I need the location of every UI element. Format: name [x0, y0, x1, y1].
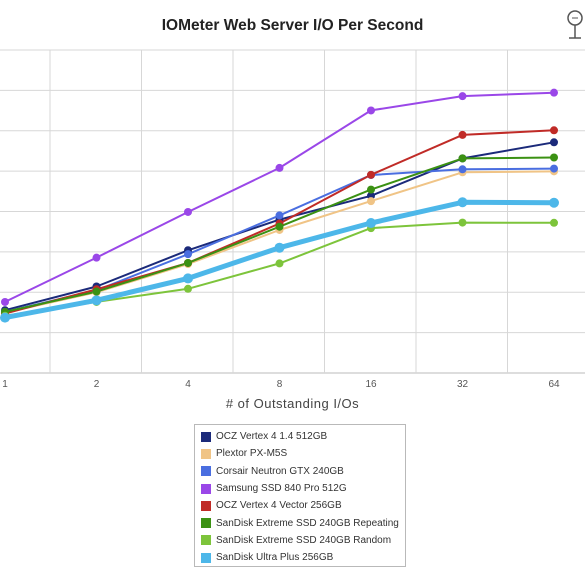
data-point — [92, 287, 101, 296]
legend-swatch — [201, 518, 211, 529]
legend-label: SanDisk Extreme SSD 240GB Random — [216, 534, 392, 546]
legend-swatch — [201, 500, 211, 511]
legend-item: SanDisk Extreme SSD 240GB Random — [201, 532, 405, 549]
plot-area: 1 2 4 8 16 32 64 — [0, 49, 585, 390]
data-point — [458, 92, 467, 101]
legend-label: SanDisk Extreme SSD 240GB Repeating — [216, 517, 399, 529]
legend-item: SanDisk Ultra Plus 256GB — [201, 549, 405, 566]
legend-label: Samsung SSD 840 Pro 512G — [216, 483, 347, 495]
data-point — [458, 218, 467, 227]
grid — [0, 49, 585, 374]
data-point — [550, 218, 558, 227]
data-point — [457, 197, 468, 208]
data-point — [274, 242, 285, 253]
series-line — [4, 167, 555, 313]
x-tick-label: 64 — [548, 379, 560, 390]
legend-label: OCZ Vertex 4 Vector 256GB — [216, 500, 342, 512]
data-point — [458, 154, 467, 163]
legend-item: Samsung SSD 840 Pro 512G — [201, 480, 405, 497]
data-point — [367, 185, 375, 194]
legend-item: Plextor PX-M5S — [201, 445, 405, 462]
legend: OCZ Vertex 4 1.4 512GB Plextor PX-M5S Cors… — [194, 424, 406, 567]
series-lines — [4, 91, 555, 321]
x-tick-label: 4 — [185, 379, 191, 390]
data-point — [366, 218, 376, 229]
legend-label: Plextor PX-M5S — [216, 448, 288, 460]
legend-label: SanDisk Ultra Plus 256GB — [216, 552, 334, 564]
data-point — [549, 197, 559, 208]
series-line — [4, 91, 555, 303]
chart-title: IOMeter Web Server I/O Per Second — [161, 17, 424, 34]
legend-label: OCZ Vertex 4 1.4 512GB — [216, 431, 328, 443]
x-tick-label: 16 — [365, 379, 377, 390]
data-point — [458, 165, 467, 174]
data-point — [184, 284, 192, 293]
data-point — [550, 138, 558, 147]
x-tick-label: 1 — [2, 379, 8, 390]
legend-item: OCZ Vertex 4 1.4 512GB — [201, 428, 405, 445]
data-point — [550, 88, 558, 97]
legend-swatch — [201, 483, 211, 494]
legend-item: SanDisk Extreme SSD 240GB Repeating — [201, 514, 405, 531]
legend-label: Corsair Neutron GTX 240GB — [216, 465, 344, 477]
data-point — [0, 312, 10, 323]
x-tick-label: 32 — [457, 379, 469, 390]
x-tick-label: 2 — [94, 379, 100, 390]
x-tick-labels: 1 2 4 8 16 32 64 — [2, 379, 560, 390]
data-point — [91, 295, 102, 306]
data-point — [367, 170, 375, 179]
data-point — [275, 163, 284, 172]
x-tick-label: 8 — [277, 379, 283, 390]
data-point — [183, 273, 193, 284]
data-point — [184, 258, 192, 267]
benchmark-logo-icon — [567, 10, 583, 39]
data-point — [550, 126, 558, 135]
data-point — [275, 259, 284, 268]
series-points — [0, 88, 559, 323]
data-point — [275, 222, 284, 231]
legend-swatch — [201, 535, 211, 546]
data-point — [550, 153, 558, 162]
data-point — [367, 197, 375, 206]
legend-swatch — [201, 552, 211, 563]
legend-item: Corsair Neutron GTX 240GB — [201, 463, 405, 480]
legend-swatch — [201, 431, 211, 442]
data-point — [184, 207, 192, 216]
legend-swatch — [201, 466, 211, 477]
data-point — [550, 164, 558, 173]
data-point — [458, 130, 467, 139]
legend-swatch — [201, 448, 211, 459]
data-point — [1, 297, 9, 306]
x-axis-label: # of Outstanding I/Os — [225, 396, 360, 411]
data-point — [184, 250, 192, 259]
data-point — [367, 106, 375, 115]
data-point — [92, 253, 101, 262]
data-point — [275, 211, 284, 220]
legend-item: OCZ Vertex 4 Vector 256GB — [201, 497, 405, 514]
